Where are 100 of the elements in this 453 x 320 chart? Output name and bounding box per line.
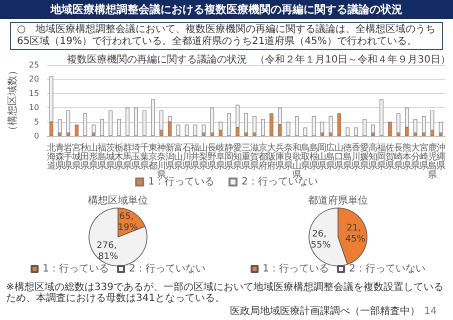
bar bbox=[134, 108, 138, 136]
x-tick-label: 埼玉県 bbox=[130, 142, 140, 172]
x-tick-label: 長野県 bbox=[208, 142, 217, 172]
text: 地域医療構想調整会議における複数医療機関の再編に関する議論の状況 bbox=[0, 0, 453, 19]
x-tick-label: 高知県 bbox=[368, 142, 378, 172]
y-tick-label: 25 bbox=[28, 60, 40, 70]
x-tick-label: 愛知県 bbox=[233, 142, 242, 172]
legend-label: 1：行っている bbox=[262, 264, 330, 274]
bar bbox=[362, 118, 366, 136]
y-tick-label: 5 bbox=[34, 117, 40, 126]
bar bbox=[371, 124, 375, 134]
x-tick-label: 群馬県 bbox=[122, 142, 132, 172]
bar bbox=[117, 118, 121, 136]
bar bbox=[151, 99, 155, 136]
x-tick-label: 広島県 bbox=[326, 142, 336, 172]
data-label: 21, 45% bbox=[345, 224, 366, 245]
x-tick-label: 愛媛県 bbox=[360, 142, 370, 172]
x-tick-label: 千葉県 bbox=[140, 142, 149, 172]
x-tick-label: 茨城県 bbox=[105, 142, 116, 172]
y-tick-label: 10 bbox=[28, 103, 40, 112]
bar bbox=[438, 122, 443, 134]
x-tick-label: 山形県 bbox=[89, 142, 98, 172]
bar bbox=[312, 116, 316, 136]
bar bbox=[74, 124, 79, 136]
text: 14 bbox=[424, 306, 438, 318]
x-tick-label: 神奈川県 bbox=[156, 142, 166, 180]
x-tick-label: 福岡県 bbox=[377, 142, 386, 172]
x-tick-label: 宮崎県 bbox=[419, 142, 428, 172]
bar bbox=[286, 122, 290, 136]
x-tick-label: 滋賀県 bbox=[250, 142, 260, 172]
x-tick-label: 香川県 bbox=[352, 142, 361, 172]
x-tick-label: 鳥取県 bbox=[300, 142, 310, 172]
y-tick-label: 15 bbox=[28, 88, 40, 98]
bar bbox=[92, 124, 96, 134]
x-tick-label: 山梨県 bbox=[199, 142, 208, 172]
bar bbox=[227, 113, 232, 136]
chart-title: 構想区域単位 bbox=[88, 194, 148, 206]
bar bbox=[184, 124, 189, 136]
bar bbox=[83, 113, 88, 136]
x-tick-label: 北海道 bbox=[46, 142, 56, 172]
data-label: 65, 19% bbox=[118, 212, 138, 234]
bar bbox=[261, 118, 265, 136]
x-tick-label: 沖縄県 bbox=[435, 142, 446, 172]
x-tick-label: 奈良県 bbox=[284, 142, 293, 172]
data-label: 26, 55% bbox=[310, 229, 332, 250]
x-tick-label: 秋田県 bbox=[80, 142, 90, 172]
legend-label: 1：行っている bbox=[42, 264, 110, 274]
x-tick-label: 富山県 bbox=[174, 142, 183, 172]
x-tick-label: 長崎県 bbox=[394, 142, 403, 172]
bar bbox=[320, 122, 324, 134]
text: 医政局地域医療計画課調べ（一部精査中） bbox=[229, 306, 420, 318]
x-tick-label: 大分県 bbox=[410, 142, 420, 172]
x-tick-label: 福井県 bbox=[190, 142, 200, 172]
bar bbox=[142, 110, 146, 136]
x-tick-label: 佐賀県 bbox=[385, 142, 394, 172]
y-tick-label: 20 bbox=[28, 74, 40, 84]
bar bbox=[294, 116, 299, 136]
x-tick-label: 東京都 bbox=[148, 142, 158, 172]
chart-title: 複数医療機関の再編に関する議論の状況 bbox=[67, 54, 247, 66]
chart-title: 都道府県単位 bbox=[308, 194, 368, 206]
bar bbox=[328, 116, 333, 134]
bar bbox=[354, 127, 358, 136]
bar bbox=[346, 127, 350, 136]
bar bbox=[388, 122, 392, 136]
x-tick-label: 鹿児島県 bbox=[428, 142, 437, 180]
bar bbox=[176, 124, 180, 136]
bar bbox=[380, 99, 384, 136]
x-tick-label: 岐阜県 bbox=[216, 142, 226, 172]
text: ○ 地域医療構想調整会議において、複数医療機関の再編に関する議論は、全構想区域のうち65区域（19%）で行われている。全都道府県のうち21道府県（45%）で行われている。 bbox=[10, 22, 443, 50]
bar bbox=[270, 113, 274, 136]
x-tick-label: 兵庫県 bbox=[275, 142, 284, 172]
bar bbox=[193, 124, 198, 136]
bar bbox=[100, 118, 104, 136]
x-tick-label: 大阪府 bbox=[266, 142, 276, 172]
x-tick-label: 青森県 bbox=[55, 142, 64, 172]
x-tick-label: 三重県 bbox=[242, 144, 251, 172]
x-tick-label: 石川県 bbox=[182, 144, 192, 172]
x-tick-label: 宮城県 bbox=[71, 142, 82, 172]
x-tick-label: 新潟県 bbox=[165, 142, 174, 172]
bar bbox=[413, 118, 418, 134]
data-label: 276, 81% bbox=[96, 240, 120, 262]
x-tick-label: 岡山県 bbox=[318, 144, 327, 172]
x-tick-label: 京都府 bbox=[258, 142, 268, 172]
x-tick-label: 静岡県 bbox=[224, 142, 234, 172]
bar bbox=[58, 118, 62, 134]
chart-subtitle: （令和２年１月10日～令和４年９月30日） bbox=[255, 54, 450, 66]
bar bbox=[422, 116, 426, 134]
x-tick-label: 栃木県 bbox=[114, 142, 124, 172]
x-tick-label: 福島県 bbox=[98, 142, 107, 172]
bar bbox=[126, 108, 130, 136]
bar bbox=[244, 113, 248, 134]
y-axis-title: （構想区域数） bbox=[6, 66, 18, 136]
x-tick-label: 山口県 bbox=[334, 142, 344, 172]
text: ※構想区域の総数は339であるが、一部の区域において地域医療構想調整会議を複数設置しているため、本調査における母数は341となっている。 bbox=[6, 282, 444, 304]
bar bbox=[396, 113, 400, 134]
x-tick-label: 岩手県 bbox=[64, 142, 73, 172]
x-tick-label: 徳島県 bbox=[343, 142, 352, 172]
bar bbox=[202, 124, 206, 134]
bar bbox=[210, 108, 214, 134]
y-tick-label: 0 bbox=[34, 132, 40, 140]
